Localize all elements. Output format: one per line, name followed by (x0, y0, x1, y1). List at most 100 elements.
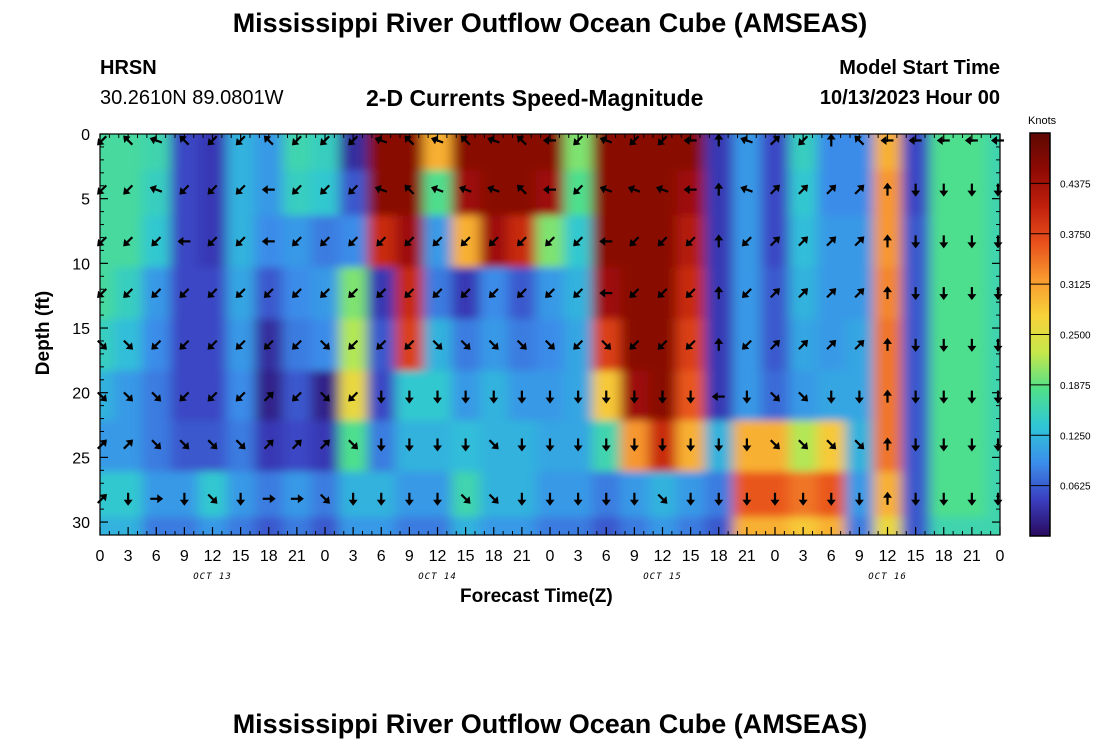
current-arrow (320, 184, 331, 195)
heatmap-cell (507, 516, 537, 535)
current-arrow (320, 236, 331, 247)
current-arrow (769, 236, 780, 247)
current-arrow (179, 439, 190, 450)
current-arrow (404, 184, 415, 195)
heatmap-cell (198, 471, 228, 518)
heatmap-cell (789, 516, 818, 535)
current-arrow (769, 135, 780, 146)
current-arrow (967, 390, 977, 404)
current-arrow (460, 236, 471, 247)
current-arrow (939, 287, 949, 301)
heatmap-cell (170, 516, 199, 535)
heatmap-cell (845, 170, 874, 216)
current-arrow (179, 339, 190, 350)
heatmap-cell (254, 170, 284, 216)
heatmap-cell (100, 134, 115, 143)
current-arrow (404, 492, 414, 506)
current-arrow (235, 135, 246, 146)
current-arrow (798, 135, 809, 146)
model-start-value: 10/13/2023 Hour 00 (819, 87, 1000, 109)
current-arrow (883, 491, 892, 505)
heatmap-cell (339, 516, 368, 535)
current-arrow (911, 235, 921, 249)
current-arrow (261, 185, 275, 195)
current-arrow (683, 135, 697, 145)
current-arrow (686, 390, 696, 404)
heatmap-cell (592, 516, 621, 535)
y-tick-label: 15 (72, 321, 90, 338)
current-arrow (964, 135, 978, 145)
current-arrow (432, 288, 443, 299)
heatmap-cell (873, 142, 903, 171)
current-arrow (151, 236, 162, 247)
heatmap-cell (901, 142, 931, 171)
x-tick-label: 12 (204, 548, 222, 565)
heatmap-cell (648, 471, 678, 518)
current-arrow (263, 391, 274, 402)
current-arrow (573, 236, 584, 247)
heatmap-cell (142, 170, 171, 216)
current-arrow (404, 438, 414, 452)
heatmap-cell (310, 142, 340, 171)
current-arrow (883, 182, 892, 196)
x-tick-label: 6 (152, 548, 161, 565)
current-arrow (291, 339, 302, 350)
current-arrow (798, 439, 809, 450)
current-arrow (741, 288, 752, 299)
current-arrow (769, 184, 780, 195)
y-tick-label: 10 (72, 256, 90, 273)
x-tick-label: 18 (260, 548, 278, 565)
current-arrow (207, 184, 218, 195)
heatmap-cell (282, 516, 312, 535)
heatmap-cell (676, 142, 706, 171)
current-arrow (911, 287, 921, 301)
current-arrow (235, 184, 246, 195)
current-arrow (939, 492, 949, 506)
current-arrow (516, 339, 527, 350)
heatmap-cell (282, 471, 312, 518)
current-arrow (319, 493, 330, 504)
current-arrow (714, 337, 724, 351)
current-arrow (348, 391, 359, 402)
current-arrow (911, 492, 921, 506)
current-arrow (883, 389, 892, 403)
current-arrow (573, 339, 584, 350)
current-arrow (320, 135, 331, 146)
x-tick-label: 18 (710, 548, 728, 565)
heatmap-cell (564, 516, 593, 535)
current-arrow (96, 493, 107, 504)
heatmap-cell (170, 142, 199, 171)
x-tick-label: 12 (429, 548, 447, 565)
colorbar: Knots 0.4375 0.3750 0.3125 0.2500 0.1875 0.125… (1028, 115, 1091, 537)
current-arrow (967, 235, 977, 249)
heatmap-cell (282, 142, 312, 171)
current-arrow (374, 135, 388, 145)
current-arrow (742, 438, 752, 452)
current-arrow (348, 339, 359, 350)
current-arrow (516, 288, 527, 299)
heatmap-cell (367, 142, 396, 171)
current-arrow (235, 288, 246, 299)
current-arrow (714, 438, 724, 452)
x-tick-label: 0 (771, 548, 780, 565)
current-arrow (798, 492, 808, 506)
current-arrow (854, 236, 865, 247)
current-arrow (263, 339, 274, 350)
current-arrow (883, 286, 892, 300)
current-arrow (291, 439, 302, 450)
heatmap-cell (100, 370, 115, 422)
heatmap-cell (423, 516, 453, 535)
heatmap-cell (704, 142, 734, 171)
heatmap-cell (760, 170, 790, 216)
current-arrow (291, 391, 302, 402)
current-arrow (939, 438, 949, 452)
heatmap-cell (620, 170, 649, 216)
heatmap-cell (985, 370, 1000, 422)
x-tick-label: 9 (630, 548, 639, 565)
x-tick-label: 0 (996, 548, 1005, 565)
current-arrow (263, 439, 274, 450)
current-arrow (543, 135, 556, 145)
current-arrow (741, 236, 752, 247)
current-arrow (657, 288, 668, 299)
heatmap-cell (929, 516, 959, 535)
